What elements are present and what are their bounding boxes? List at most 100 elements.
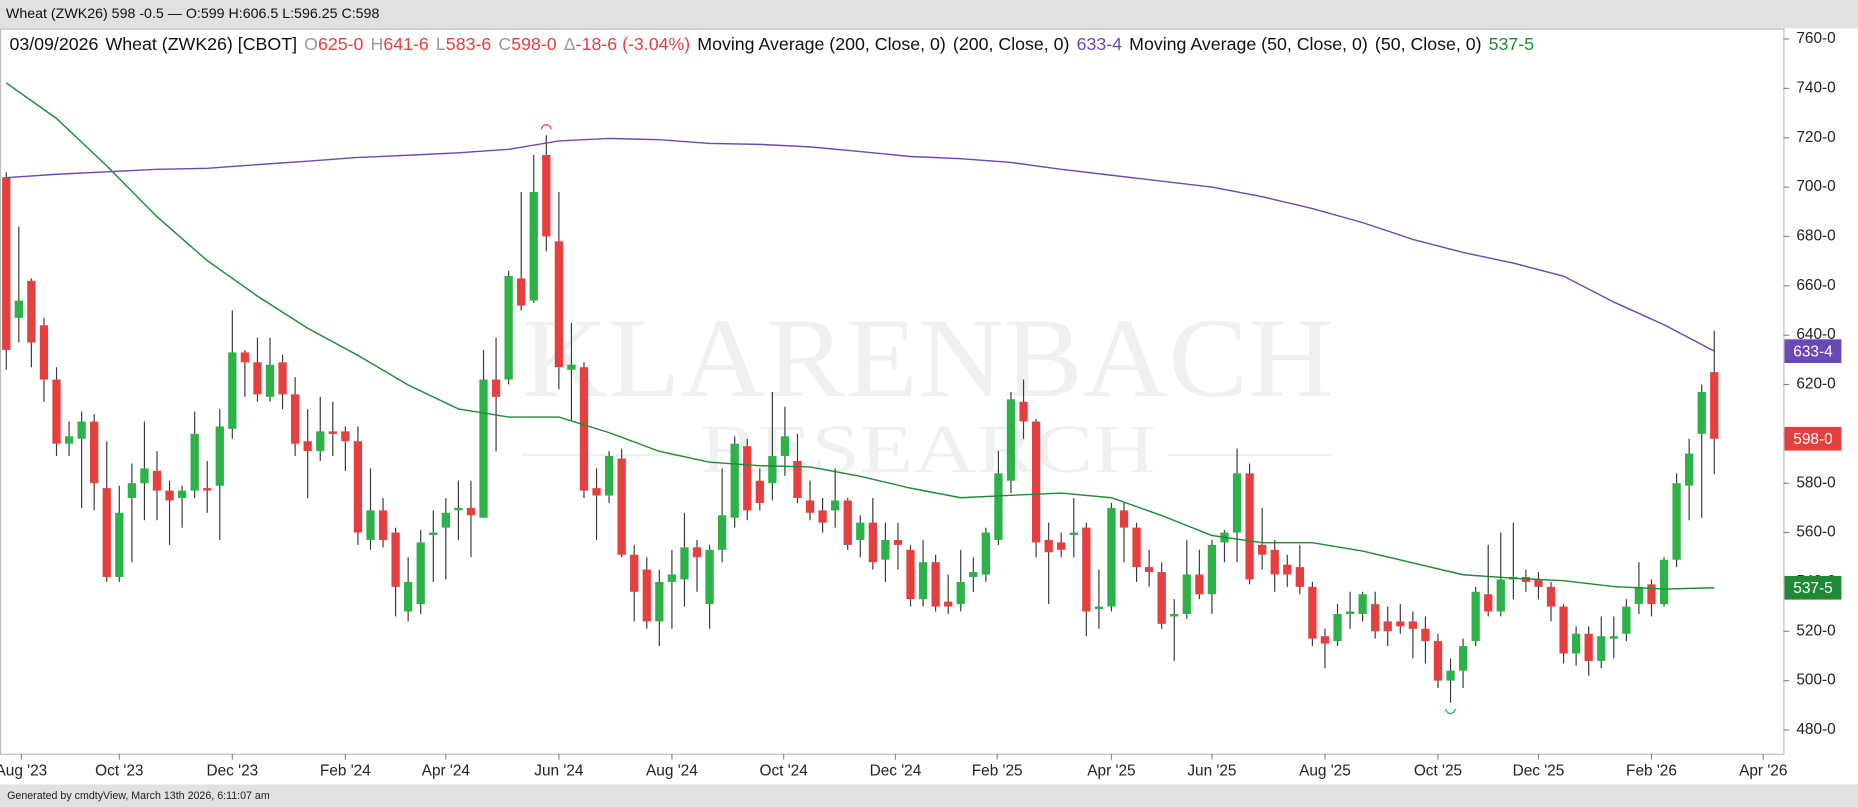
candle-body: [1559, 606, 1568, 654]
candle-body: [1006, 399, 1016, 481]
candle-body: [1546, 586, 1556, 607]
candle-body: [1057, 542, 1066, 550]
ma-price-box-label: 537-5: [1793, 580, 1832, 597]
candle-body: [1710, 372, 1719, 439]
x-tick-label: Dec '25: [1513, 762, 1565, 779]
chart-background: [0, 28, 1858, 785]
candle-body: [27, 280, 36, 343]
candle-body: [680, 547, 689, 580]
header-item: 641-6: [383, 34, 429, 54]
candle-body: [642, 569, 651, 622]
candle-body: [893, 539, 903, 545]
candle-body: [1647, 584, 1656, 605]
y-tick-label: 500-0: [1796, 672, 1835, 689]
y-tick-label: 520-0: [1796, 622, 1835, 639]
candle-body: [1496, 579, 1505, 612]
watermark-title: KLARENBACH: [522, 295, 1334, 421]
candle-body: [52, 379, 61, 444]
candle-body: [567, 364, 576, 370]
header-item: Wheat (ZWK26) [CBOT]: [106, 34, 298, 54]
candle-body: [1258, 544, 1267, 555]
candle-body: [378, 510, 388, 540]
y-tick-label: 740-0: [1796, 79, 1835, 96]
candle-body: [1609, 636, 1618, 639]
candle-body: [944, 601, 953, 607]
header-item: -18-6 (-3.04%): [576, 34, 691, 54]
candle-body: [1597, 636, 1606, 661]
candle-body: [290, 394, 300, 444]
candle-body: [805, 500, 815, 513]
candle-body: [1396, 621, 1405, 627]
candle-body: [203, 488, 212, 491]
high-marker: [540, 124, 552, 130]
header-item: O: [304, 34, 318, 54]
candle-body: [404, 581, 413, 612]
candle-body: [102, 488, 111, 577]
candle-body: [1182, 574, 1191, 614]
candle-body: [1634, 586, 1644, 605]
candle-body: [140, 468, 149, 484]
axes: 480-0500-0520-0540-0560-0580-0600-0620-0…: [0, 30, 1842, 779]
candle-body: [14, 300, 23, 318]
candle-body: [1672, 483, 1681, 560]
candle-body: [667, 574, 677, 582]
candle-body: [303, 441, 312, 452]
candle-body: [1534, 579, 1543, 587]
candle-body: [1295, 567, 1304, 587]
moving-average-line: [5, 82, 1715, 590]
x-tick-label: Feb '26: [1626, 762, 1677, 779]
footer-text: Generated by cmdtyView, March 13th 2026,…: [7, 790, 270, 802]
candle-body: [278, 362, 287, 395]
candle-body: [177, 490, 187, 499]
x-tick-label: Jun '24: [534, 762, 584, 779]
candle-body: [1484, 594, 1493, 612]
header-item: Moving Average (50, Close, 0): [1129, 34, 1368, 54]
header-item: (200, Close, 0): [953, 34, 1070, 54]
candle-body: [1371, 604, 1380, 632]
x-tick-label: Feb '25: [972, 762, 1023, 779]
x-tick-label: Apr '26: [1739, 762, 1787, 779]
x-tick-label: Aug '23: [0, 762, 47, 779]
candle-body: [1383, 621, 1392, 632]
candle-body: [1044, 539, 1053, 553]
header-item: 625-0: [318, 34, 364, 54]
window-title: Wheat (ZWK26) 598 -0.5 — O:599 H:606.5 L…: [6, 6, 380, 22]
candle-body: [1119, 510, 1129, 528]
x-tick-label: Dec '24: [870, 762, 922, 779]
candle-body: [1697, 391, 1706, 434]
x-tick-label: Aug '25: [1299, 762, 1351, 779]
candle-body: [165, 490, 174, 501]
candle-body: [1082, 527, 1091, 612]
candle-body: [1408, 621, 1418, 629]
candle-body: [831, 500, 840, 511]
y-tick-label: 640-0: [1796, 326, 1835, 343]
candle-body: [780, 436, 790, 457]
watermark-subtitle: RESEARCH: [700, 411, 1156, 487]
candle-body: [1019, 401, 1028, 422]
x-tick-label: Feb '24: [320, 762, 371, 779]
candle-body: [1659, 559, 1669, 605]
candle-body: [1232, 473, 1242, 533]
candle-body: [1107, 507, 1116, 607]
y-tick-label: 620-0: [1796, 376, 1835, 393]
candle-body: [353, 441, 363, 533]
candle-body: [416, 542, 425, 605]
candle-body: [1094, 606, 1104, 610]
candle-body: [630, 554, 639, 592]
candle-body: [655, 581, 664, 622]
candle-body: [755, 480, 764, 503]
candle-body: [454, 507, 463, 511]
candle-body: [717, 515, 727, 550]
candle-body: [328, 431, 337, 434]
candle-body: [2, 177, 11, 350]
candle-body: [504, 275, 513, 380]
header-item: Moving Average (200, Close, 0): [697, 34, 946, 54]
candle-body: [517, 278, 526, 306]
x-tick-label: Dec '23: [206, 762, 258, 779]
candle-body: [215, 426, 224, 486]
y-tick-label: 720-0: [1796, 129, 1835, 146]
candle-body: [969, 572, 978, 577]
candle-body: [705, 549, 714, 605]
x-tick-label: Oct '25: [1414, 762, 1462, 779]
